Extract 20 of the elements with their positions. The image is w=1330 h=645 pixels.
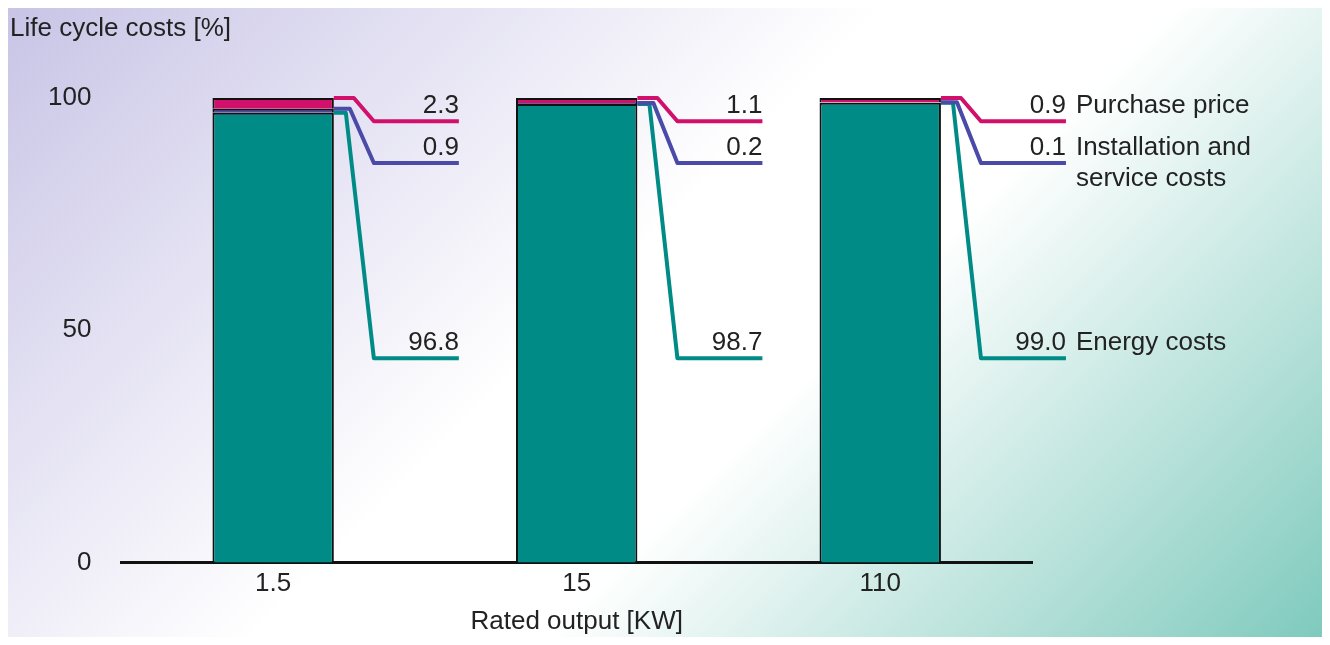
- text: Purchase price: [1075, 89, 1250, 120]
- y-tick-label: 0: [76, 545, 92, 576]
- data-label: 0.9: [422, 131, 459, 162]
- data-label: 0.9: [1029, 89, 1066, 120]
- data-label: 0.2: [726, 131, 763, 162]
- data-label: 98.7: [711, 326, 763, 357]
- text: Energy costs: [1075, 326, 1227, 357]
- y-tick-label: 50: [62, 313, 92, 344]
- data-label: 0.1: [1029, 131, 1066, 162]
- x-tick-label: 110: [859, 567, 901, 598]
- data-label: 1.1: [726, 89, 763, 120]
- data-label: 2.3: [422, 89, 459, 120]
- y-axis-title: Life cycle costs [%]: [10, 12, 232, 43]
- x-axis-title: Rated output [KW]: [470, 604, 683, 635]
- y-tick-label: 100: [47, 81, 92, 112]
- x-tick-label: 1.5: [255, 567, 292, 598]
- x-tick-label: 15: [562, 567, 592, 598]
- text: Installation and service costs: [1075, 131, 1251, 193]
- data-label: 96.8: [408, 326, 459, 357]
- data-label: 99.0: [1015, 326, 1066, 357]
